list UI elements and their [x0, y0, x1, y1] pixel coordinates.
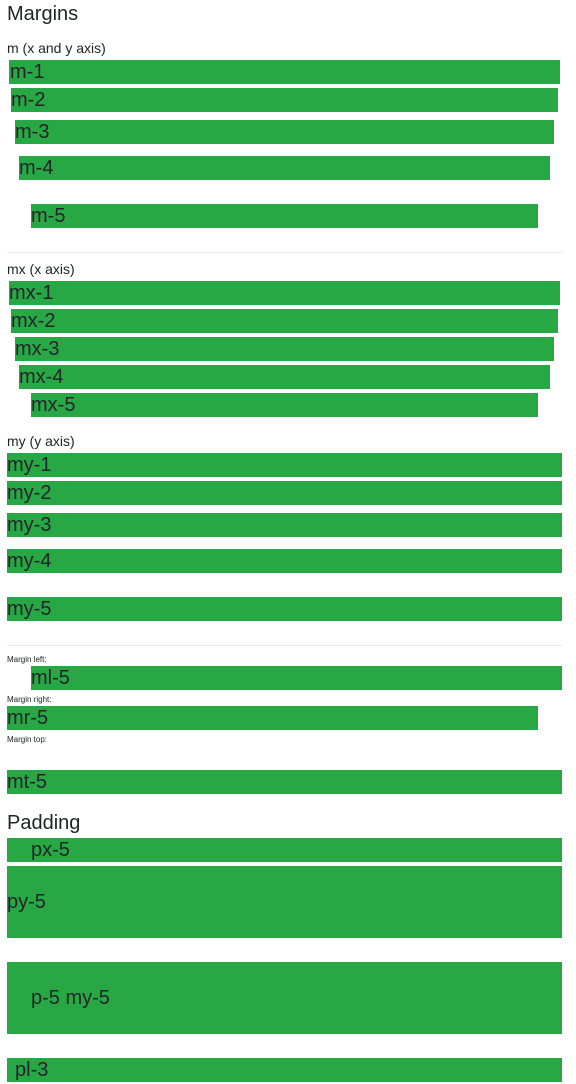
m-section-label: m (x and y axis)	[7, 40, 106, 56]
my-1-box: my-1	[7, 453, 562, 477]
mx-3-box: mx-3	[15, 337, 554, 361]
divider	[7, 645, 562, 646]
margins-heading: Margins	[7, 3, 79, 25]
m-5-box: m-5	[31, 204, 538, 228]
mt-5-box: mt-5	[7, 770, 562, 794]
my-2-box: my-2	[7, 481, 562, 505]
mx-4-box: mx-4	[19, 365, 550, 389]
m-2-box: m-2	[11, 88, 558, 112]
ml-5-box: ml-5	[31, 666, 562, 690]
my-3-box: my-3	[7, 513, 562, 537]
p-5-my-5-box: p-5 my-5	[7, 962, 562, 1034]
mr-5-box: mr-5	[7, 706, 538, 730]
padding-heading: Padding	[7, 812, 81, 834]
divider	[7, 252, 562, 253]
ml-caption: Margin left:	[7, 655, 47, 664]
my-section-label: my (y axis)	[7, 433, 75, 449]
mx-section-label: mx (x axis)	[7, 261, 75, 277]
mt-caption: Margin top:	[7, 735, 48, 744]
mx-5-box: mx-5	[31, 393, 538, 417]
my-4-box: my-4	[7, 549, 562, 573]
m-4-box: m-4	[19, 156, 550, 180]
pl-3-box: pl-3	[7, 1058, 562, 1082]
mx-1-box: mx-1	[9, 281, 560, 305]
m-3-box: m-3	[15, 120, 554, 144]
m-1-box: m-1	[9, 60, 560, 84]
px-5-box: px-5	[7, 838, 562, 862]
py-5-box: py-5	[7, 866, 562, 938]
mx-2-box: mx-2	[11, 309, 558, 333]
mr-caption: Margin right:	[7, 695, 52, 704]
my-5-box: my-5	[7, 597, 562, 621]
